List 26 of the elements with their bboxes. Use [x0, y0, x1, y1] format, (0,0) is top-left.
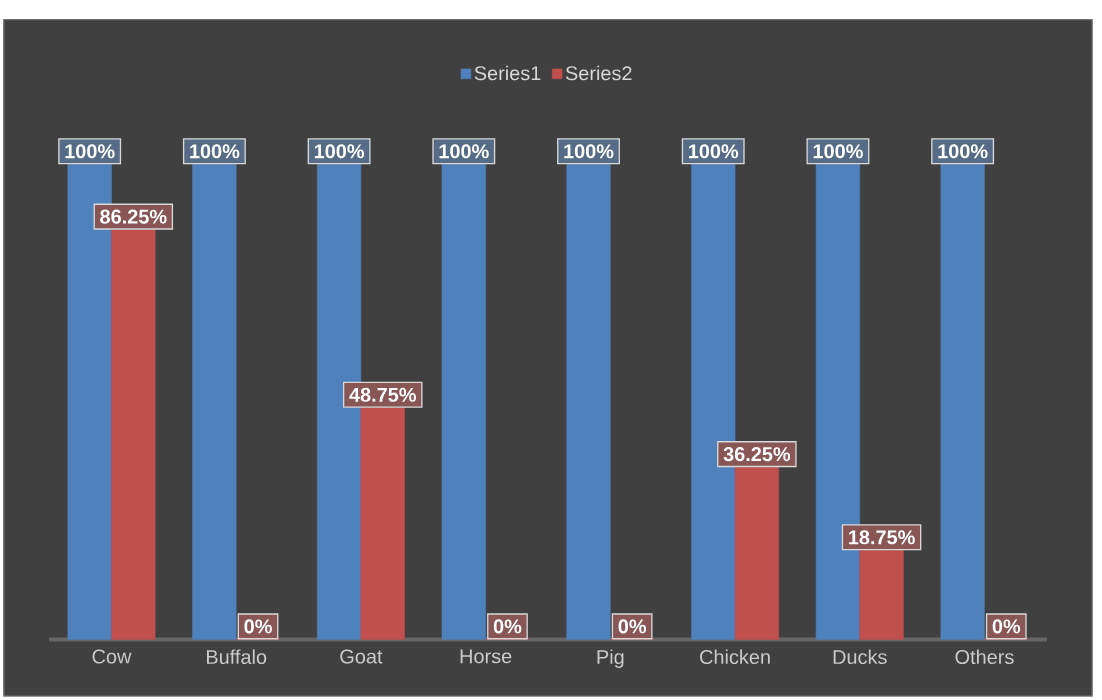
- x-tick-label: Cow: [92, 649, 132, 664]
- data-label: 100%: [564, 144, 614, 159]
- data-label: 100%: [689, 144, 739, 159]
- x-tick-label: Horse: [460, 649, 512, 664]
- legend-label: Series2: [565, 65, 632, 81]
- data-label: 100%: [439, 144, 489, 159]
- data-label: 100%: [190, 144, 240, 159]
- x-tick-label: Chicken: [700, 649, 770, 665]
- data-label: 0%: [992, 619, 1021, 634]
- data-label: 36.25%: [723, 447, 791, 462]
- data-label: 86.25%: [100, 209, 167, 224]
- data-label: 0%: [493, 619, 522, 634]
- x-tick-label: Pig: [597, 649, 624, 669]
- data-label: 100%: [938, 144, 988, 159]
- data-label: 0%: [618, 619, 647, 634]
- data-label: 0%: [244, 619, 272, 634]
- data-label: 100%: [813, 144, 863, 159]
- x-tick-label: Others: [955, 649, 1014, 665]
- x-tick-label: Buffalo: [207, 649, 267, 665]
- legend-label: Series1: [474, 65, 541, 81]
- x-tick-label: Goat: [340, 649, 383, 664]
- data-label: 18.75%: [849, 530, 915, 545]
- data-label: 100%: [65, 144, 115, 159]
- data-label: 100%: [314, 144, 365, 159]
- data-label: 48.75%: [349, 387, 416, 402]
- x-tick-label: Ducks: [833, 649, 887, 665]
